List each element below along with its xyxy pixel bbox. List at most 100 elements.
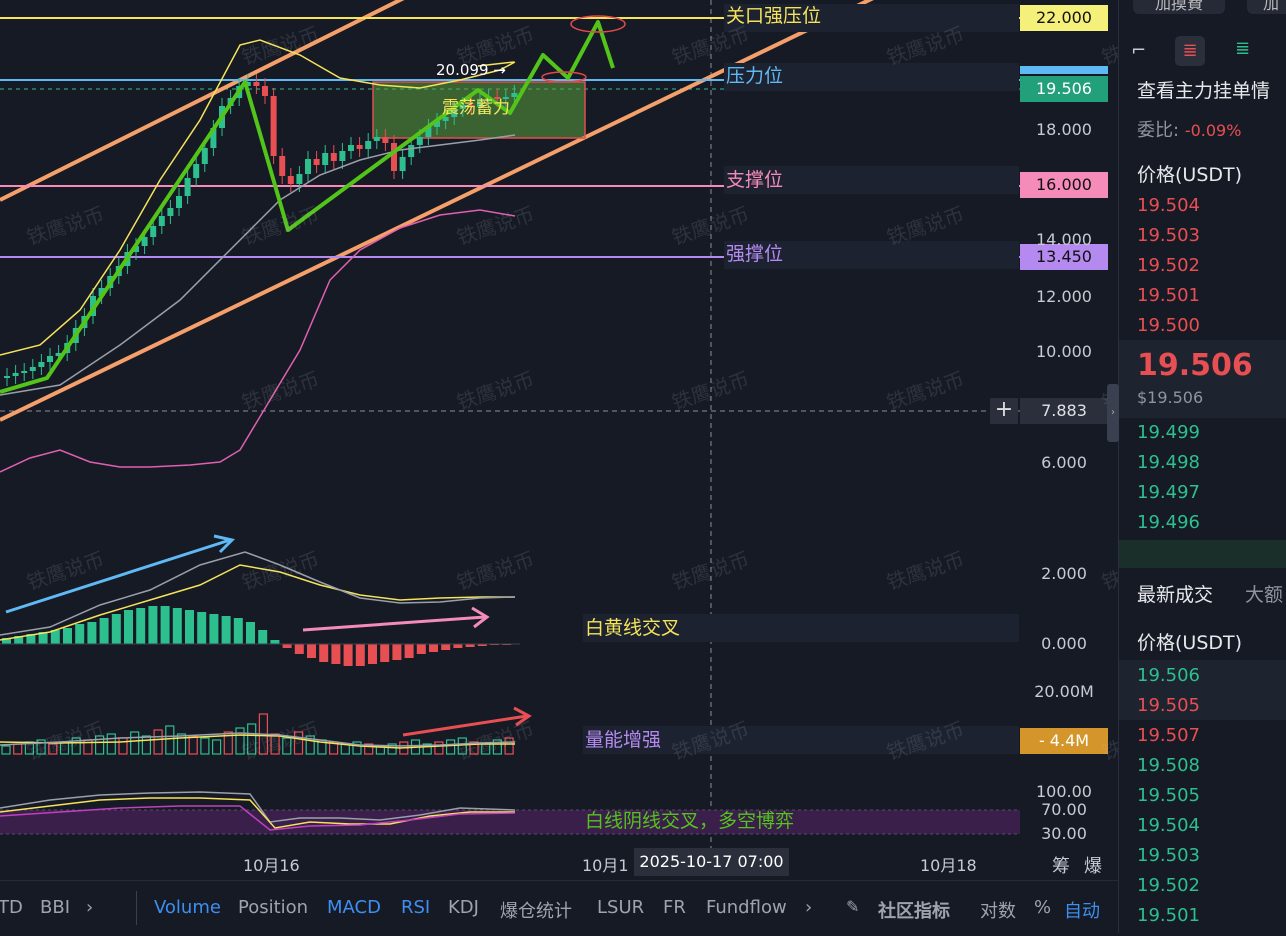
indicator-tab-bbi[interactable]: BBI — [40, 897, 71, 918]
candle — [244, 82, 251, 86]
ask-price[interactable]: 19.504 — [1137, 195, 1200, 216]
volume-bar — [422, 743, 432, 755]
rsi-tick-30: 30.00 — [1041, 824, 1087, 843]
chip-button[interactable]: 筹 — [1052, 856, 1070, 877]
ask-price[interactable]: 19.502 — [1137, 255, 1200, 276]
indicator-tab-fundflow[interactable]: Fundflow — [706, 897, 787, 918]
percent-scale-toggle[interactable]: % — [1034, 897, 1052, 918]
volume-bar — [387, 743, 397, 755]
indicator-tab-volume[interactable]: Volume — [154, 897, 221, 918]
macd-white-line — [0, 551, 516, 636]
layout-icon[interactable]: ⌐ — [1131, 40, 1147, 61]
log-scale-toggle[interactable]: 对数 — [980, 901, 1016, 922]
candle — [459, 105, 466, 109]
sidebar-collapse-handle[interactable]: › — [1107, 384, 1119, 442]
candle — [141, 237, 148, 246]
candle — [305, 159, 311, 174]
indicator-tab-rsi[interactable]: RSI — [401, 897, 431, 918]
price-chart[interactable] — [0, 0, 1118, 880]
edit-icon[interactable]: ✎ — [846, 897, 860, 916]
rsi-purple-line — [0, 805, 516, 831]
annotation-volume: 量能增强 — [585, 729, 662, 751]
candle — [4, 376, 10, 378]
volume-bar — [492, 739, 502, 755]
price-tag-crosshair: 7.883 — [1020, 398, 1108, 424]
candle — [356, 145, 363, 149]
trade-price: 19.508 — [1137, 755, 1200, 776]
volume-bar — [141, 735, 151, 755]
level-band-2 — [724, 63, 1019, 91]
auto-scale-toggle[interactable]: 自动 — [1064, 901, 1100, 922]
candle — [494, 97, 501, 99]
candle — [55, 353, 62, 356]
candle — [12, 373, 19, 376]
order-book-title[interactable]: 查看主力挂单情 — [1137, 80, 1271, 102]
macd-bar — [233, 618, 243, 644]
book-both-icon[interactable]: ≣ — [1175, 36, 1205, 66]
candle — [511, 93, 518, 97]
volume-bar — [364, 743, 374, 755]
macd-bar — [136, 608, 146, 644]
volume-bar — [106, 733, 116, 755]
book-bid-icon[interactable]: ≣ — [1235, 38, 1251, 59]
note-band-2 — [583, 726, 1019, 754]
macd-bar — [160, 606, 170, 644]
volume-bar — [352, 741, 362, 755]
candle — [330, 153, 337, 161]
indicator-tab-fr[interactable]: FR — [663, 897, 686, 918]
ma-yellow-line — [0, 39, 516, 356]
candle — [262, 86, 268, 96]
macd-bar — [270, 640, 280, 644]
indicator-tab-td[interactable]: TD — [0, 897, 23, 918]
candle — [365, 141, 372, 149]
price-tag-last: 19.506 — [1020, 76, 1108, 102]
volume-bar — [130, 731, 140, 755]
time-label-2: 10月1 — [582, 856, 629, 875]
volume-bar — [223, 731, 233, 755]
tabs-chevron-icon[interactable]: › — [86, 897, 94, 918]
candle — [167, 208, 174, 216]
candle — [133, 246, 139, 252]
bid-price[interactable]: 19.497 — [1137, 482, 1200, 503]
candle — [287, 176, 294, 184]
indicator-tab-position[interactable]: Position — [238, 897, 309, 918]
indicator-tab-kdj[interactable]: KDJ — [448, 897, 479, 918]
tab-latest-trades[interactable]: 最新成交 — [1137, 584, 1214, 606]
trades-header: 价格(USDT) — [1137, 632, 1243, 654]
more-indicators-icon[interactable]: › — [805, 897, 813, 918]
chart-area[interactable]: 关口强压位 压力位 支撑位 强撑位 震荡蓄力 20.099 → 22.000 1… — [0, 0, 1182, 935]
level-label-strong-support: 强撑位 — [726, 243, 784, 265]
candle — [21, 371, 28, 373]
candle — [442, 117, 449, 121]
order-book-sidebar: 加摸費 加 ⌐ ≣ ≣ 查看主力挂单情 委比: -0.09% 价格(USDT) … — [1107, 0, 1286, 933]
candle — [391, 143, 397, 171]
candle — [399, 157, 406, 171]
top-button-2[interactable]: 加 — [1247, 0, 1286, 14]
candle — [270, 96, 277, 156]
community-indicators[interactable]: 社区指标 — [878, 901, 950, 922]
ask-price[interactable]: 19.503 — [1137, 225, 1200, 246]
tab-large-trades[interactable]: 大额 — [1245, 584, 1284, 606]
top-button-1[interactable]: 加摸費 — [1133, 0, 1225, 14]
indicator-tab-爆仓统计[interactable]: 爆仓统计 — [500, 901, 572, 922]
candle — [176, 196, 182, 208]
crosshair-plus-icon[interactable]: + — [990, 398, 1018, 424]
indicator-tab-macd[interactable]: MACD — [327, 897, 381, 918]
ask-price[interactable]: 19.500 — [1137, 315, 1200, 336]
ask-price[interactable]: 19.501 — [1137, 285, 1200, 306]
liquidation-button[interactable]: 爆 — [1084, 856, 1102, 877]
indicator-tab-lsur[interactable]: LSUR — [597, 897, 645, 918]
macd-bar — [209, 614, 219, 644]
volume-bar — [293, 731, 304, 755]
volume-bar — [504, 737, 514, 755]
bid-price[interactable]: 19.499 — [1137, 422, 1200, 443]
macd-bar — [465, 644, 475, 647]
bid-price[interactable]: 19.498 — [1137, 452, 1200, 473]
time-label-3: 10月18 — [920, 856, 977, 875]
bid-price[interactable]: 19.496 — [1137, 512, 1200, 533]
candle — [38, 362, 45, 367]
level-label-strong-resistance: 关口强压位 — [726, 5, 822, 27]
candlestick-series — [4, 74, 518, 386]
trade-price: 19.503 — [1137, 845, 1200, 866]
time-label-1: 10月16 — [243, 856, 300, 875]
